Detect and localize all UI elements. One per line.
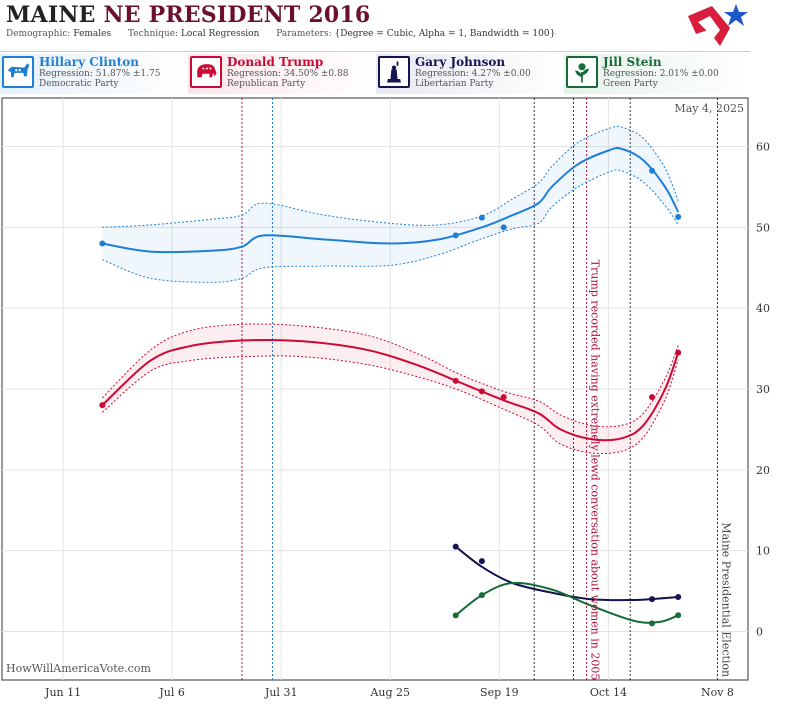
poll-point xyxy=(675,349,682,356)
parameters-value: {Degree = Cubic, Alpha = 1, Bandwidth = … xyxy=(334,29,556,39)
candidate-party: Libertarian Party xyxy=(415,79,494,89)
x-tick-label: Oct 14 xyxy=(590,686,627,699)
poll-chart: Jun 11 Jul 6 Jul 31 Aug 25 Sep 19 Oct 14 Nov 8… xyxy=(1,97,770,699)
candidate-party: Democratic Party xyxy=(39,79,119,89)
x-tick-label: Sep 19 xyxy=(480,686,519,699)
x-tick-label: Jun 11 xyxy=(44,686,81,699)
header-divider xyxy=(0,51,750,52)
event-annotation: Trump recorded having extremely lewd con… xyxy=(589,260,602,681)
poll-point xyxy=(500,394,507,401)
y-tick-label: 0 xyxy=(756,626,763,639)
candidate-regression: Regression: 34.50% ±0.88 xyxy=(227,69,349,79)
demographic-label: Demographic: xyxy=(6,29,71,39)
technique-label: Technique: xyxy=(128,29,179,39)
lower-bound-line xyxy=(102,169,679,283)
poll-point xyxy=(649,167,656,174)
technique-value: Local Regression xyxy=(180,29,260,39)
poll-point xyxy=(452,377,459,384)
poll-point xyxy=(649,620,656,627)
upper-bound-line xyxy=(101,323,679,428)
site-logo-icon xyxy=(688,4,748,46)
candidate-name: Gary Johnson xyxy=(415,55,506,69)
upper-bound-line xyxy=(102,125,679,228)
poll-point xyxy=(675,612,682,619)
poll-point xyxy=(452,232,459,239)
state-name: MAINE xyxy=(6,2,96,28)
x-tick-label: Jul 6 xyxy=(158,686,185,699)
poll-point xyxy=(649,596,656,603)
candidate-regression: Regression: 51.87% ±1.75 xyxy=(39,69,161,79)
poll-point xyxy=(452,612,459,619)
candidate-card-stein[interactable]: Jill Stein Regression: 2.01% ±0.00 Green… xyxy=(564,54,750,94)
poll-point xyxy=(452,543,459,550)
poll-point xyxy=(675,593,682,600)
poll-point xyxy=(478,214,485,221)
flower-icon xyxy=(566,56,598,88)
parameters-line: Demographic: Females Technique: Local Re… xyxy=(6,29,696,39)
candidate-regression: Regression: 2.01% ±0.00 xyxy=(603,69,719,79)
candidate-party: Republican Party xyxy=(227,79,306,89)
candidate-card-johnson[interactable]: Gary Johnson Regression: 4.27% ±0.00 Lib… xyxy=(376,54,563,94)
y-tick-label: 30 xyxy=(756,383,770,396)
candidate-name: Jill Stein xyxy=(603,55,662,69)
poll-point xyxy=(675,213,682,220)
y-tick-label: 10 xyxy=(756,545,770,558)
y-tick-label: 20 xyxy=(756,464,770,477)
y-tick-label: 60 xyxy=(756,141,770,154)
date-stamp: May 4, 2025 xyxy=(674,102,744,115)
header: MAINE NE PRESIDENT 2016 Demographic: Fem… xyxy=(6,2,696,39)
confidence-band xyxy=(102,126,679,283)
candidate-regression: Regression: 4.27% ±0.00 xyxy=(415,69,531,79)
y-tick-label: 40 xyxy=(756,302,770,315)
election-annotation: Maine Presidential Election xyxy=(719,522,732,677)
candidate-name: Donald Trump xyxy=(227,55,324,69)
watermark: HowWillAmericaVote.com xyxy=(6,662,151,675)
x-tick-label: Jul 31 xyxy=(264,686,298,699)
poll-point xyxy=(478,592,485,599)
x-tick-label: Nov 8 xyxy=(701,686,734,699)
x-tick-label: Aug 25 xyxy=(369,686,410,699)
race-name: NE PRESIDENT 2016 xyxy=(103,2,371,28)
demographic-value: Females xyxy=(73,29,112,39)
candidate-card-trump[interactable]: Donald Trump Regression: 34.50% ±0.88 Re… xyxy=(188,54,375,94)
candidate-card-clinton[interactable]: Hillary Clinton Regression: 51.87% ±1.75… xyxy=(0,54,187,94)
candidate-party: Green Party xyxy=(603,79,658,89)
candidate-name: Hillary Clinton xyxy=(39,55,139,69)
y-tick-label: 50 xyxy=(756,221,770,234)
lower-bound-line xyxy=(101,355,679,455)
poll-point xyxy=(478,388,485,395)
poll-point xyxy=(99,240,106,247)
poll-point xyxy=(649,394,656,401)
candidate-legend: Hillary Clinton Regression: 51.87% ±1.75… xyxy=(0,54,750,94)
donkey-icon xyxy=(2,56,34,88)
statue-of-liberty-icon xyxy=(378,56,410,88)
poll-point xyxy=(500,224,507,231)
elephant-icon xyxy=(190,56,222,88)
trend-line xyxy=(102,147,680,254)
page-title: MAINE NE PRESIDENT 2016 xyxy=(6,2,696,28)
poll-point xyxy=(478,558,485,565)
poll-point xyxy=(99,402,106,409)
parameters-label: Parameters: xyxy=(276,29,332,39)
trend-line xyxy=(101,338,680,442)
